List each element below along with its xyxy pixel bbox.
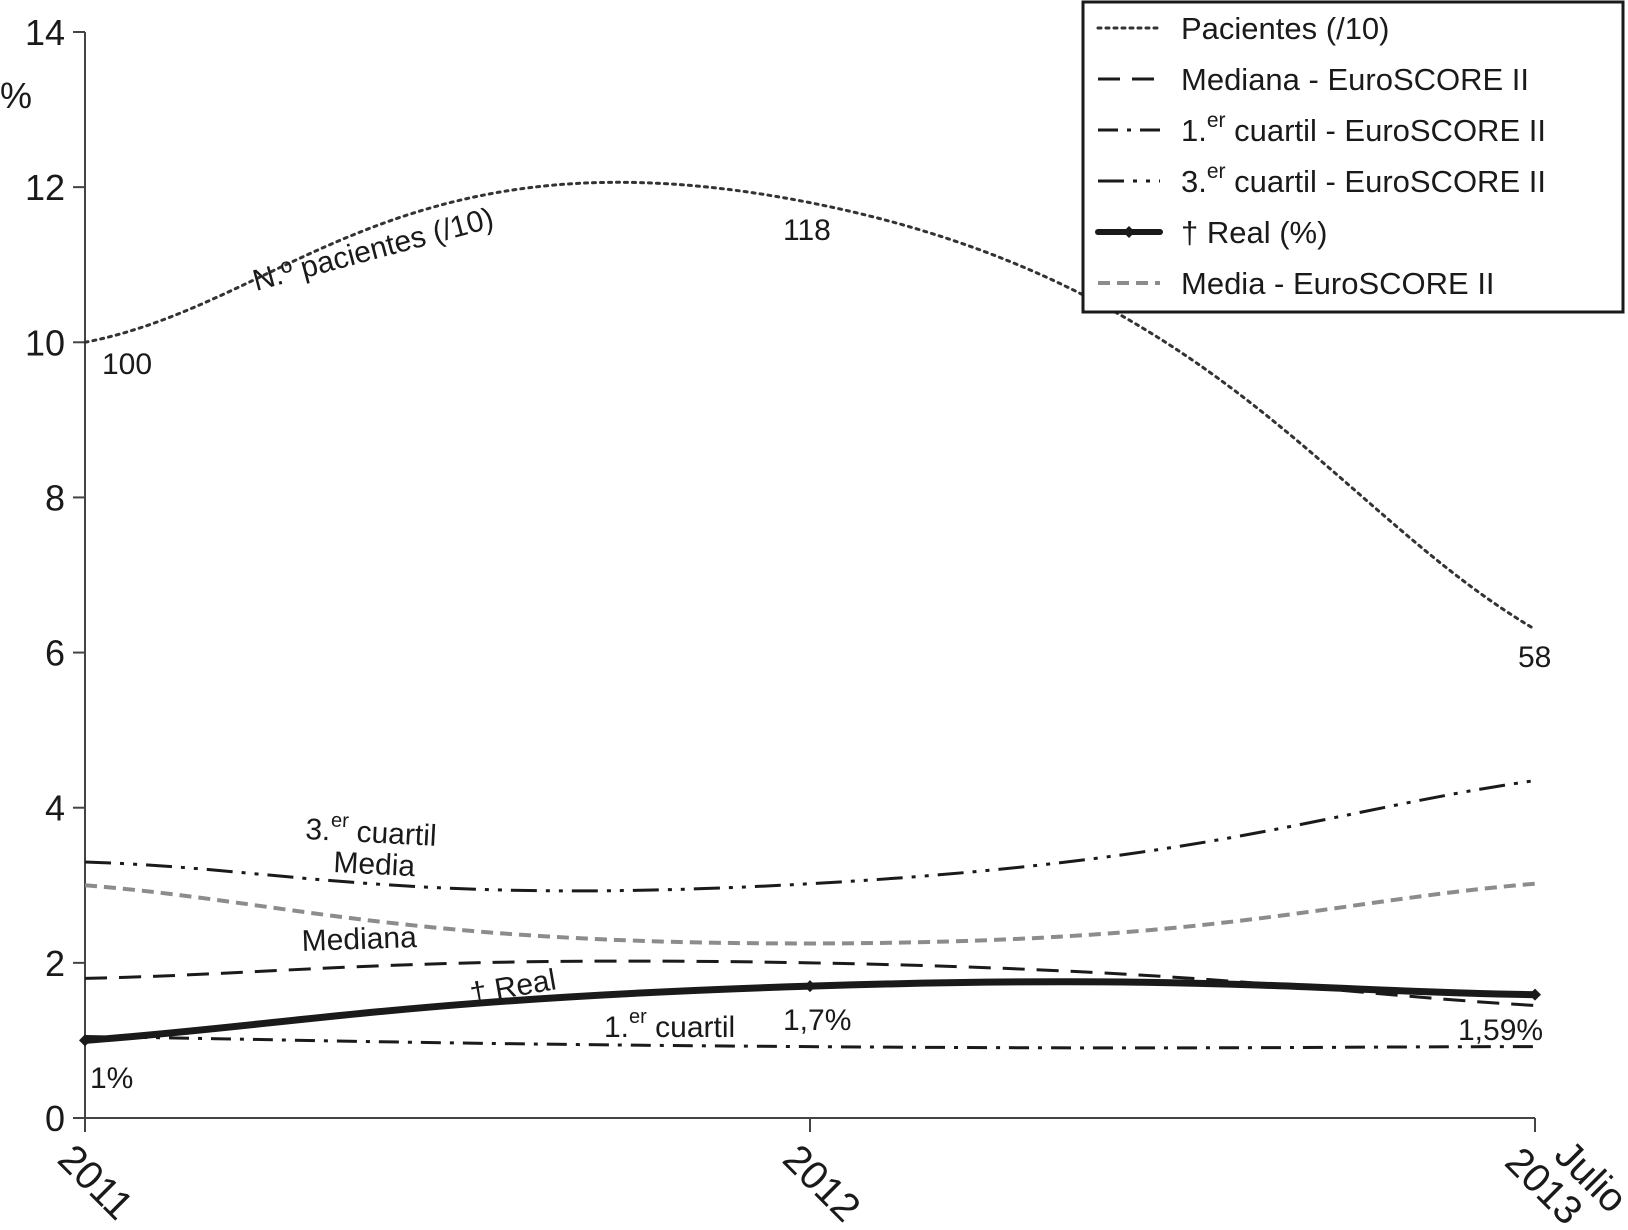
y-tick-label: 10 bbox=[25, 322, 65, 363]
series-point-real bbox=[804, 980, 816, 993]
legend-marker-real bbox=[1123, 226, 1135, 238]
series-line-pacientes bbox=[83, 180, 1537, 631]
annotation-q1: 1.er cuartil bbox=[604, 1006, 735, 1044]
annotation-pacientes-2011: 100 bbox=[102, 348, 152, 381]
annotation-real-2012: 1,7% bbox=[783, 1004, 851, 1037]
annotation-mediana: Mediana bbox=[301, 921, 417, 958]
series-line-q1 bbox=[84, 1035, 1536, 1050]
y-axis-label: % bbox=[0, 75, 32, 116]
annotation-real-2013: 1,59% bbox=[1458, 1014, 1543, 1047]
x-tick-label: 2011 bbox=[49, 1136, 141, 1228]
y-tick-label: 14 bbox=[25, 12, 65, 53]
y-tick-label: 8 bbox=[45, 477, 65, 518]
y-tick-label: 12 bbox=[25, 167, 65, 208]
legend-label-real: † Real (%) bbox=[1181, 215, 1327, 250]
legend-label-mediana: Mediana - EuroSCORE II bbox=[1181, 62, 1529, 97]
legend-box bbox=[1081, 0, 1625, 314]
x-tick-label: 2012 bbox=[774, 1136, 868, 1230]
annotation-media: Media bbox=[333, 846, 417, 883]
y-tick-label: 2 bbox=[45, 943, 65, 984]
x-tick-label-group: 2012 bbox=[774, 1136, 868, 1230]
annotation-q3: 3.er cuartil bbox=[305, 808, 438, 853]
annotation-real: † Real bbox=[467, 963, 558, 1011]
series-line-q3 bbox=[84, 779, 1536, 893]
series-layer bbox=[79, 180, 1541, 1050]
annotation-pacientes-2012: 118 bbox=[783, 214, 831, 247]
legend: Pacientes (/10) Mediana - EuroSCORE II 1.e… bbox=[1081, 0, 1625, 314]
y-tick-label: 6 bbox=[45, 633, 65, 674]
legend-label-pacientes: Pacientes (/10) bbox=[1181, 11, 1390, 46]
annotation-pacientes-2013: 58 bbox=[1518, 641, 1551, 674]
y-tick-label: 4 bbox=[45, 788, 65, 829]
series-point-real bbox=[79, 1034, 91, 1047]
legend-label-q3: 3.er cuartil - EuroSCORE II bbox=[1181, 160, 1546, 199]
legend-label-media: Media - EuroSCORE II bbox=[1181, 266, 1495, 301]
series-line-media bbox=[84, 881, 1536, 946]
series-point-real bbox=[1529, 988, 1541, 1001]
x-tick-label-group: 2011 bbox=[49, 1136, 141, 1228]
annotation-pacientes-curve: N.º pacientes (/10) bbox=[249, 202, 497, 298]
legend-label-q1: 1.er cuartil - EuroSCORE II bbox=[1181, 109, 1546, 148]
annotation-real-2011: 1% bbox=[90, 1062, 133, 1095]
y-tick-label: 0 bbox=[45, 1098, 65, 1139]
